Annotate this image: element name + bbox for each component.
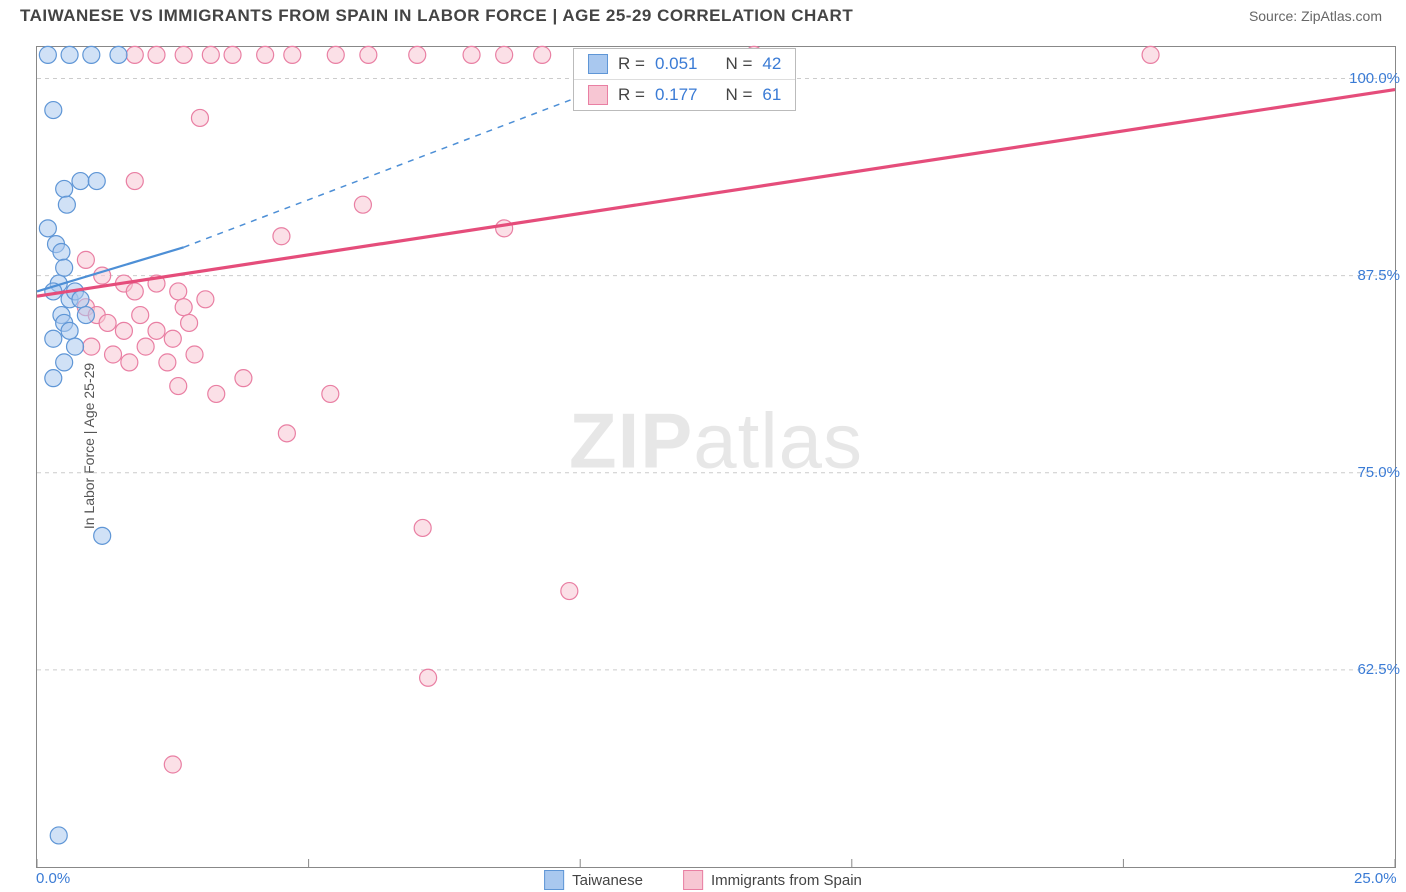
legend-item-a: Taiwanese: [544, 870, 643, 890]
r-value-b: 0.177: [655, 85, 698, 105]
n-value-a: 42: [762, 54, 781, 74]
source-label: Source: ZipAtlas.com: [1249, 8, 1382, 24]
x-tick-label: 25.0%: [1354, 870, 1397, 887]
chart-title: TAIWANESE VS IMMIGRANTS FROM SPAIN IN LA…: [20, 6, 853, 26]
stats-row-a: R = 0.051 N = 42: [574, 49, 795, 80]
y-tick-label: 75.0%: [1357, 464, 1400, 481]
swatch-a: [588, 54, 608, 74]
y-tick-label: 87.5%: [1357, 267, 1400, 284]
r-label: R =: [618, 85, 645, 105]
legend-item-b: Immigrants from Spain: [683, 870, 862, 890]
n-value-b: 61: [762, 85, 781, 105]
n-label: N =: [725, 85, 752, 105]
swatch-b-icon: [683, 870, 703, 890]
n-label: N =: [725, 54, 752, 74]
swatch-a-icon: [544, 870, 564, 890]
legend-label-a: Taiwanese: [572, 872, 643, 889]
stats-legend: R = 0.051 N = 42 R = 0.177 N = 61: [573, 48, 796, 111]
y-tick-label: 100.0%: [1349, 70, 1400, 87]
scatter-plot: [37, 47, 1395, 867]
y-tick-label: 62.5%: [1357, 661, 1400, 678]
chart-area: ZIPatlas: [36, 46, 1396, 868]
swatch-b: [588, 85, 608, 105]
bottom-legend: Taiwanese Immigrants from Spain: [544, 870, 862, 890]
stats-row-b: R = 0.177 N = 61: [574, 80, 795, 110]
r-label: R =: [618, 54, 645, 74]
x-tick-label: 0.0%: [36, 870, 70, 887]
legend-label-b: Immigrants from Spain: [711, 872, 862, 889]
r-value-a: 0.051: [655, 54, 698, 74]
